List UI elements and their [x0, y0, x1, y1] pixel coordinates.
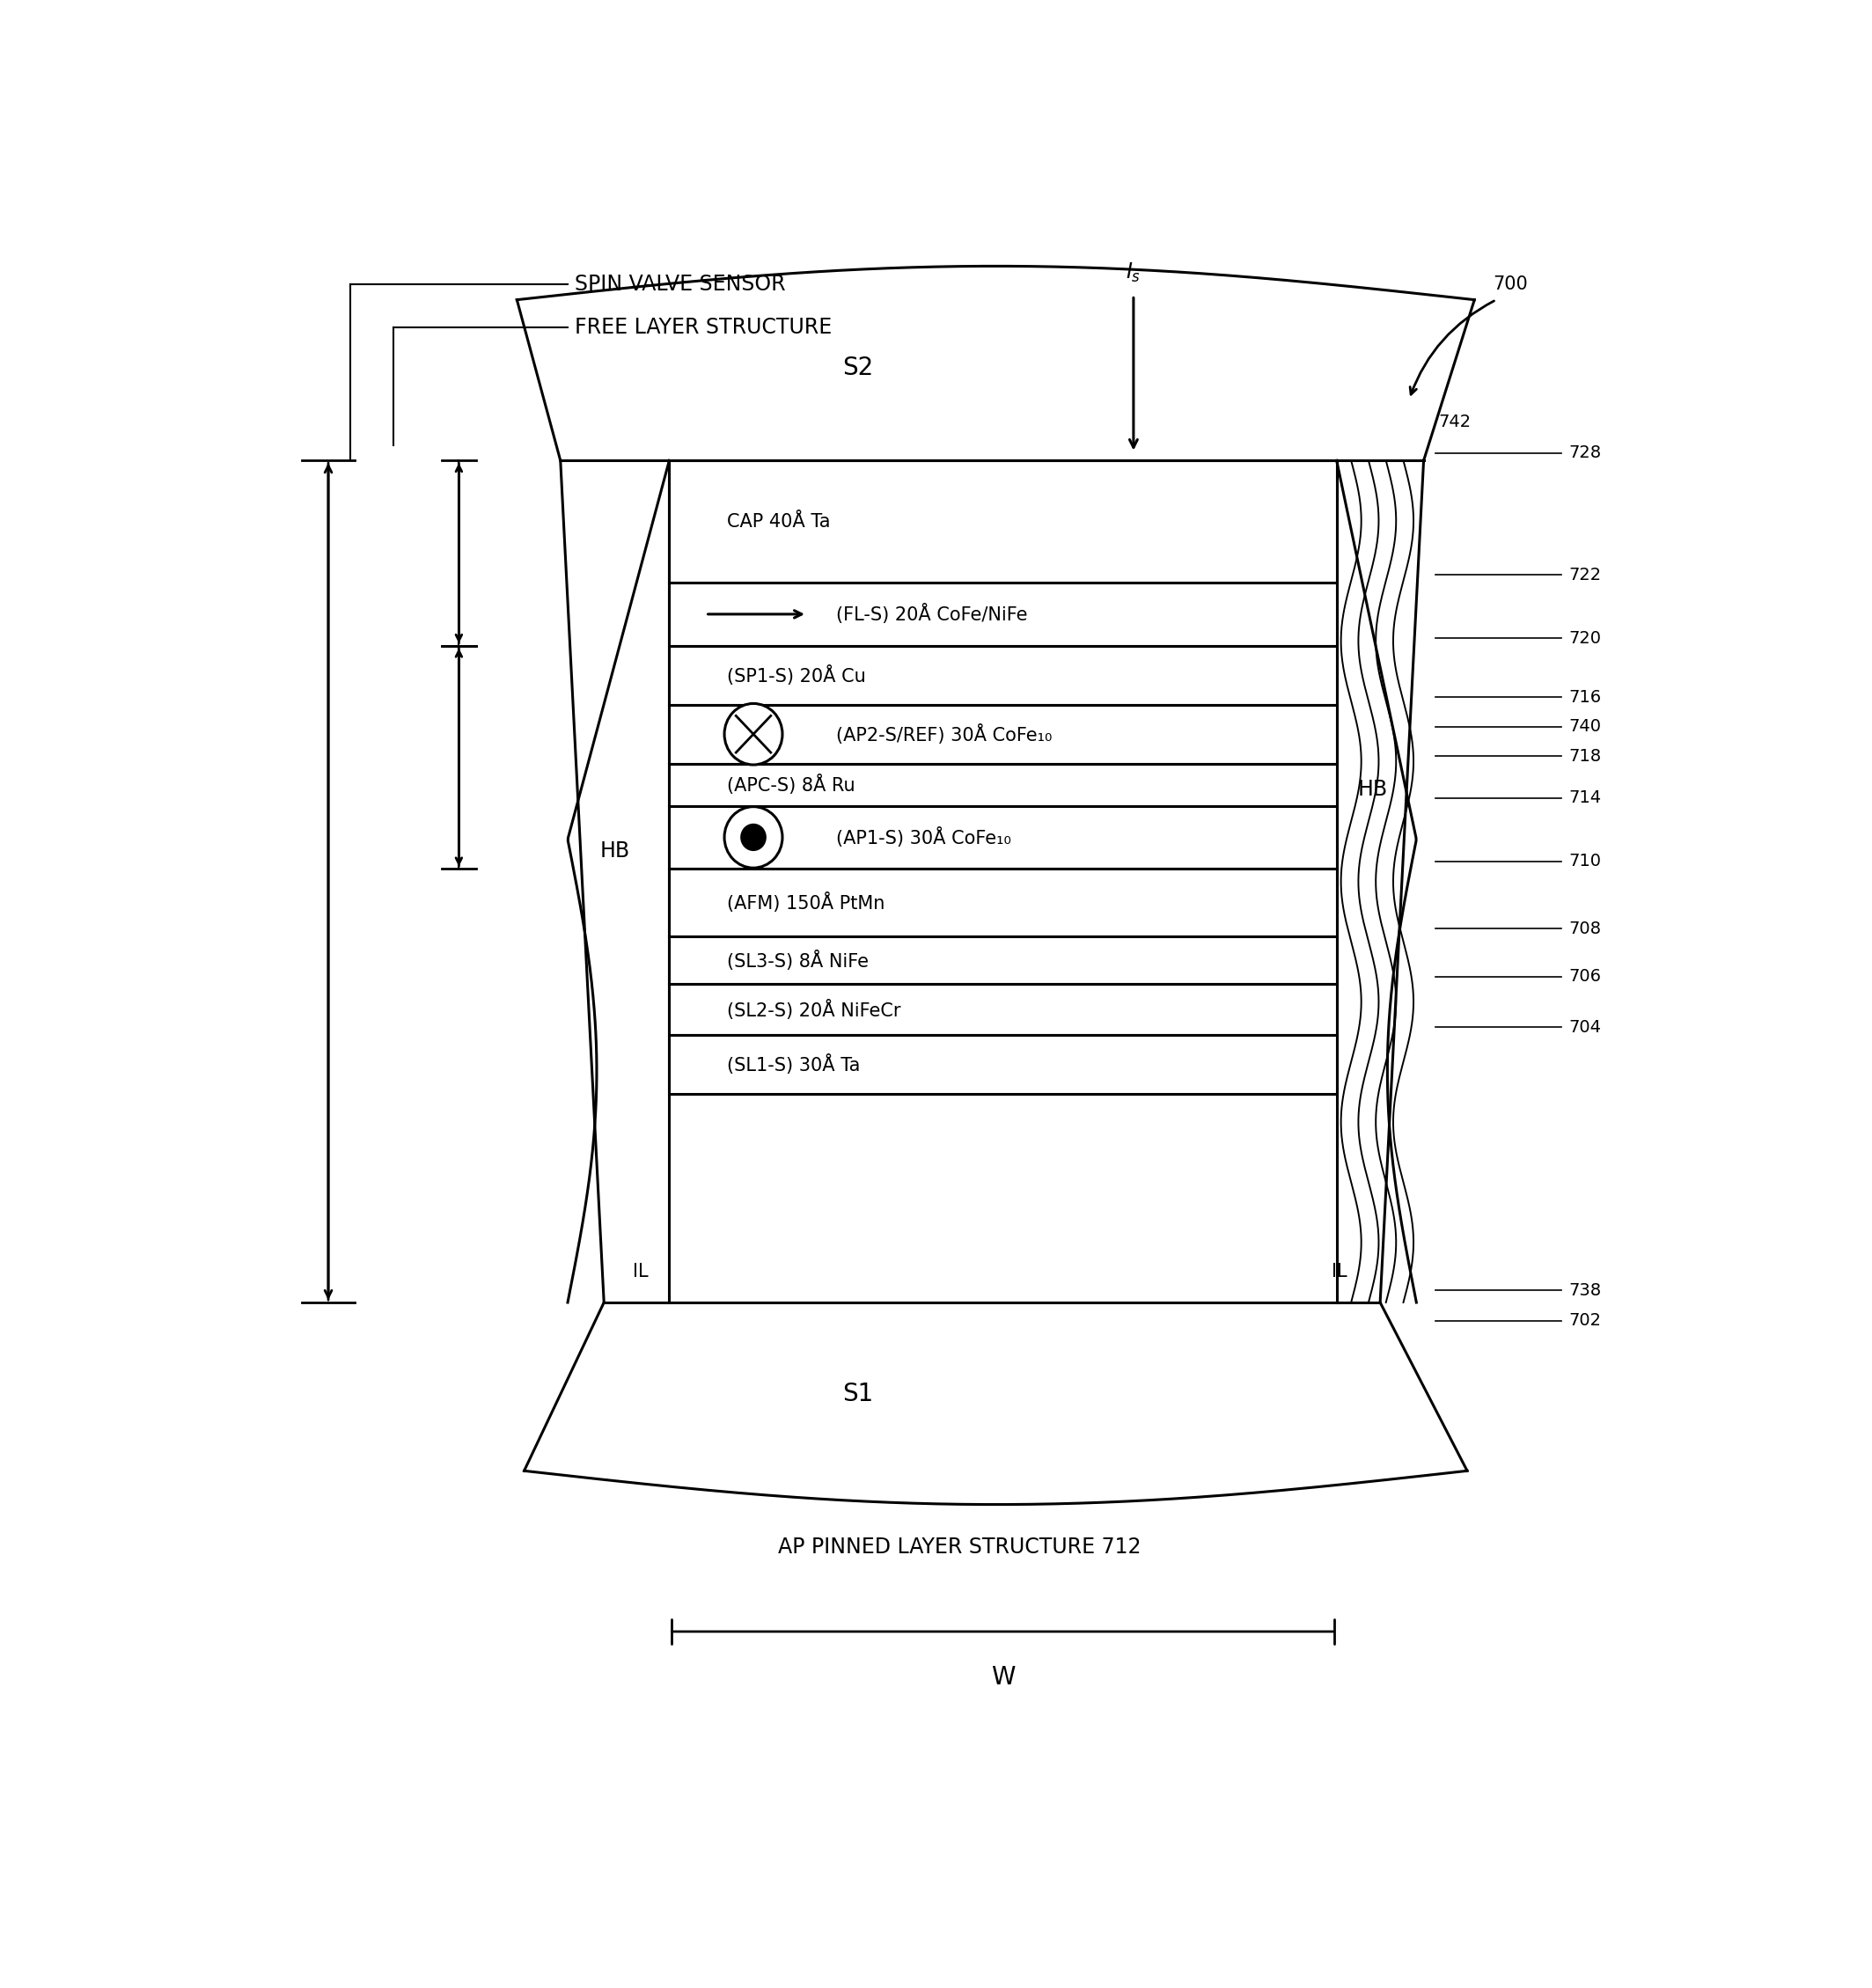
Text: (SL1-S) 30Å Ta: (SL1-S) 30Å Ta [726, 1054, 861, 1074]
Text: HB: HB [599, 841, 629, 861]
Text: 700: 700 [1494, 276, 1528, 294]
Text: (AP1-S) 30Å CoFe₁₀: (AP1-S) 30Å CoFe₁₀ [837, 827, 1011, 847]
Text: IL: IL [1331, 1262, 1348, 1280]
Text: (SL2-S) 20Å NiFeCr: (SL2-S) 20Å NiFeCr [726, 1000, 900, 1020]
Text: S2: S2 [842, 356, 874, 380]
Text: 720: 720 [1569, 630, 1601, 646]
Text: 716: 716 [1569, 688, 1601, 706]
Text: 714: 714 [1569, 789, 1601, 807]
Circle shape [724, 807, 782, 869]
Text: 710: 710 [1569, 853, 1601, 869]
Text: HB: HB [1357, 779, 1387, 801]
Text: 702: 702 [1569, 1312, 1601, 1330]
Polygon shape [524, 1302, 1468, 1505]
Polygon shape [517, 266, 1475, 461]
Text: (APC-S) 8Å Ru: (APC-S) 8Å Ru [726, 775, 856, 795]
Bar [668, 869, 1337, 936]
Text: IL: IL [633, 1262, 648, 1280]
Text: (FL-S) 20Å CoFe/NiFe: (FL-S) 20Å CoFe/NiFe [837, 604, 1028, 624]
Bar [668, 763, 1337, 805]
Text: 728: 728 [1569, 445, 1601, 461]
Text: 718: 718 [1569, 747, 1601, 763]
Text: 722: 722 [1569, 567, 1601, 582]
Bar [668, 646, 1337, 704]
Text: S1: S1 [842, 1382, 874, 1408]
Text: 742: 742 [1438, 414, 1471, 431]
Text: AP PINNED LAYER STRUCTURE 712: AP PINNED LAYER STRUCTURE 712 [779, 1537, 1140, 1559]
Bar [668, 984, 1337, 1034]
Text: 708: 708 [1569, 920, 1601, 936]
Bar [668, 1034, 1337, 1093]
Text: 738: 738 [1569, 1282, 1601, 1298]
Circle shape [739, 823, 766, 851]
Text: W: W [990, 1666, 1015, 1690]
Text: (SP1-S) 20Å Cu: (SP1-S) 20Å Cu [726, 666, 867, 686]
Bar [668, 704, 1337, 763]
Text: (AP2-S/REF) 30Å CoFe₁₀: (AP2-S/REF) 30Å CoFe₁₀ [837, 724, 1052, 744]
Text: $I_s$: $I_s$ [1125, 262, 1142, 284]
Text: FREE LAYER STRUCTURE: FREE LAYER STRUCTURE [575, 316, 833, 338]
Text: CAP 40Å Ta: CAP 40Å Ta [726, 513, 831, 531]
Text: 740: 740 [1569, 718, 1601, 736]
Circle shape [724, 704, 782, 765]
Text: 704: 704 [1569, 1018, 1601, 1036]
Text: SPIN VALVE SENSOR: SPIN VALVE SENSOR [575, 274, 786, 294]
Bar [668, 805, 1337, 869]
Text: 706: 706 [1569, 968, 1601, 984]
Bar [668, 936, 1337, 984]
Text: (SL3-S) 8Å NiFe: (SL3-S) 8Å NiFe [726, 950, 869, 970]
Bar [668, 461, 1337, 582]
Text: (AFM) 150Å PtMn: (AFM) 150Å PtMn [726, 893, 885, 912]
Bar [668, 582, 1337, 646]
